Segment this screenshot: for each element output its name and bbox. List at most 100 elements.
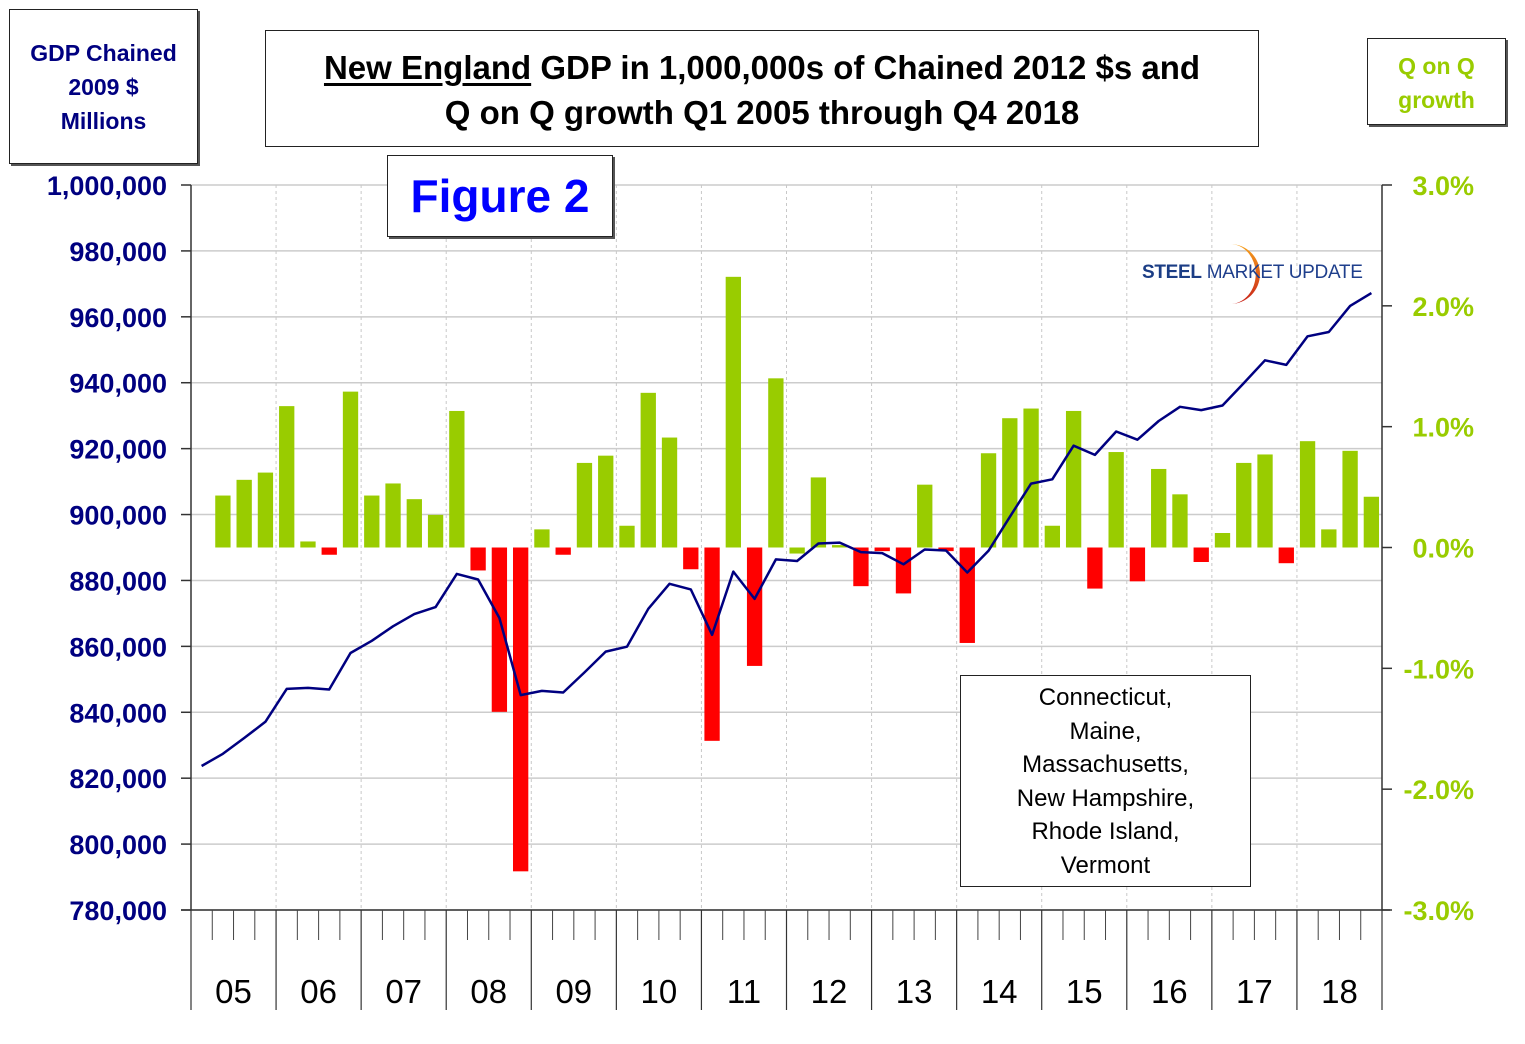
- growth-bar: [1193, 547, 1209, 562]
- growth-bar: [215, 495, 231, 548]
- growth-bar: [1321, 529, 1337, 548]
- growth-bar: [555, 547, 571, 555]
- left-axis-unit-line: 2009 $: [68, 74, 139, 100]
- growth-bar: [1236, 462, 1252, 548]
- x-tick-label: 05: [215, 973, 252, 1010]
- title-line-1-rest: GDP in 1,000,000s of Chained 2012 $s and: [531, 49, 1201, 86]
- growth-bar: [300, 541, 316, 548]
- left-axis-unit-line: GDP Chained: [30, 40, 177, 66]
- left-tick-label: 840,000: [69, 698, 167, 728]
- x-tick-label: 08: [470, 973, 507, 1010]
- left-tick-label: 800,000: [69, 830, 167, 860]
- growth-bar: [917, 484, 933, 548]
- right-axis-unit-line: Q on Q: [1398, 53, 1475, 79]
- growth-bar: [789, 547, 805, 554]
- right-tick-label: 2.0%: [1412, 292, 1474, 322]
- growth-bar: [1108, 452, 1124, 548]
- growth-bar: [470, 547, 486, 571]
- growth-bar: [342, 391, 359, 548]
- logo-text-light: UPDATE: [1283, 262, 1363, 283]
- growth-bar: [491, 547, 508, 712]
- growth-bar: [598, 455, 614, 548]
- growth-bar: [661, 437, 678, 548]
- left-tick-label: 940,000: [69, 369, 167, 399]
- x-tick-label: 09: [555, 973, 592, 1010]
- growth-bar: [683, 547, 699, 570]
- left-tick-label: 900,000: [69, 501, 167, 531]
- left-tick-label: 980,000: [69, 237, 167, 267]
- left-tick-label: 960,000: [69, 303, 167, 333]
- x-axis-tick-labels: 05 06 07 08 09 10 11 12 13 14 15 16 17 18: [215, 973, 1358, 1010]
- right-tick-label: 0.0%: [1412, 534, 1474, 564]
- figure-label: Figure 2: [410, 170, 590, 222]
- growth-bar: [1172, 494, 1188, 548]
- left-tick-label: 1,000,000: [47, 171, 167, 201]
- growth-bar: [1044, 525, 1061, 548]
- growth-bar: [959, 547, 975, 643]
- right-tick-label: 1.0%: [1412, 413, 1474, 443]
- x-tick-label: 07: [385, 973, 422, 1010]
- chart-title-box: New England GDP in 1,000,000s of Chained…: [265, 30, 1259, 147]
- growth-bar: [449, 410, 465, 548]
- growth-bar: [1278, 547, 1294, 564]
- growth-bar: [853, 547, 869, 587]
- x-tick-label: 18: [1321, 973, 1358, 1010]
- logo-text-bold: STEEL: [1142, 262, 1202, 283]
- right-tick-label: -3.0%: [1403, 896, 1474, 926]
- title-region-name: New England: [323, 49, 532, 86]
- logo-text: STEEL MARKET UPDATE: [1142, 262, 1363, 284]
- right-axis-tick-labels: 3.0% 2.0% 1.0% 0.0% -1.0% -2.0% -3.0%: [1403, 171, 1474, 926]
- logo-text-mid: MARKET: [1201, 262, 1284, 283]
- x-tick-label: 13: [896, 973, 933, 1010]
- logo-arc-icon: [1230, 244, 1260, 304]
- left-tick-label: 920,000: [69, 435, 167, 465]
- x-tick-label: 17: [1236, 973, 1273, 1010]
- steel-market-update-logo: STEEL MARKET UPDATE: [1140, 238, 1363, 308]
- growth-bar: [1065, 410, 1082, 548]
- growth-bars: [215, 276, 1380, 872]
- x-tick-label: 15: [1066, 973, 1103, 1010]
- right-tick-label: -2.0%: [1403, 775, 1474, 805]
- growth-bar: [427, 514, 444, 548]
- growth-bar: [1129, 547, 1146, 582]
- left-axis-tick-labels: 1,000,000 980,000 960,000 940,000 920,000 900…: [47, 171, 167, 926]
- states-legend-box: Connecticut, Maine, Massachusetts, New H…: [960, 675, 1251, 887]
- chart-title-line-2: Q on Q growth Q1 2005 through Q4 2018: [444, 94, 1080, 131]
- vertical-gridlines: [275, 185, 1298, 910]
- growth-bar: [980, 453, 997, 548]
- growth-bar: [534, 529, 550, 548]
- growth-bar: [364, 495, 380, 548]
- right-axis-unit-line: growth: [1398, 87, 1475, 113]
- left-axis-unit-line: Millions: [60, 108, 147, 134]
- legend-line: Vermont: [1060, 851, 1151, 879]
- x-tick-label: 10: [641, 973, 678, 1010]
- growth-bar: [1151, 468, 1167, 548]
- gdp-line: [200, 292, 1373, 768]
- left-tick-label: 880,000: [69, 566, 167, 596]
- left-tick-label: 860,000: [69, 632, 167, 662]
- growth-bar: [1023, 408, 1039, 548]
- right-axis-unit-box: Q on Q growth: [1367, 38, 1506, 125]
- growth-bar: [768, 378, 784, 548]
- growth-bar: [725, 276, 741, 548]
- left-axis-unit-box: GDP Chained 2009 $ Millions: [9, 9, 198, 164]
- growth-bar: [1002, 418, 1018, 548]
- legend-line: New Hampshire,: [1016, 784, 1195, 812]
- left-tick-label: 780,000: [69, 896, 167, 926]
- growth-bar: [1363, 496, 1380, 548]
- x-tick-label: 16: [1151, 973, 1188, 1010]
- growth-bar: [279, 406, 295, 548]
- x-tick-label: 14: [981, 973, 1018, 1010]
- growth-bar: [832, 545, 848, 548]
- growth-bar: [385, 483, 401, 548]
- growth-bar: [874, 547, 890, 552]
- growth-bar: [1257, 454, 1273, 548]
- growth-bar: [1214, 533, 1231, 548]
- right-tick-label: -1.0%: [1403, 654, 1474, 684]
- growth-bar: [1342, 450, 1358, 548]
- legend-line: Connecticut,: [1038, 684, 1173, 711]
- axes: [181, 184, 1392, 1010]
- growth-bar: [321, 547, 337, 555]
- growth-bar: [1087, 547, 1103, 589]
